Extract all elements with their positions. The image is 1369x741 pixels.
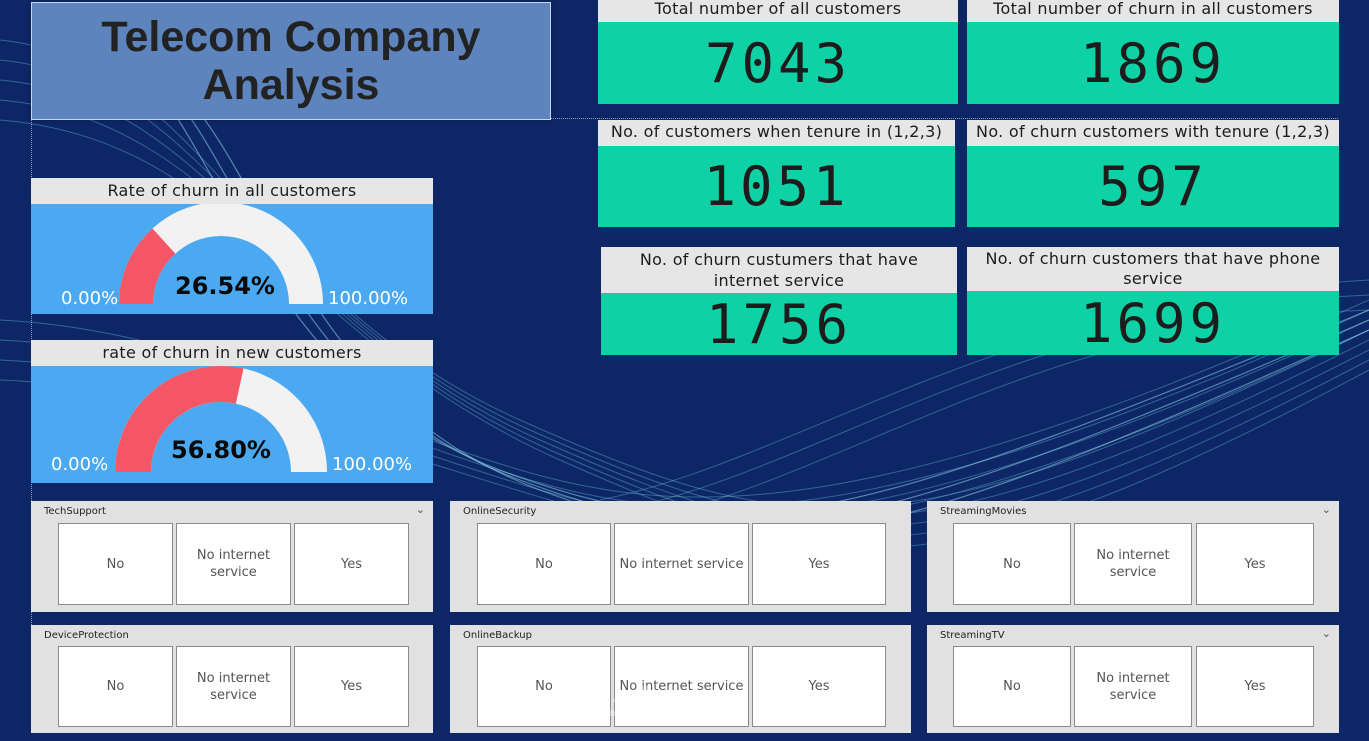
kpi-label: Total number of churn in all customers (967, 0, 1339, 22)
kpi-total-customers[interactable]: Total number of all customers 7043 (598, 0, 958, 104)
slicer-onlinesecurity[interactable]: OnlineSecurity No No internet service Ye… (450, 501, 911, 612)
slicer-title: OnlineSecurity (463, 506, 537, 517)
kpi-churn-tenure[interactable]: No. of churn customers with tenure (1,2,… (967, 120, 1339, 227)
slicer-streamingmovies[interactable]: StreamingMovies ⌄ No No internet service… (927, 501, 1339, 612)
kpi-label: No. of churn custumers that have interne… (601, 247, 957, 293)
kpi-value: 1869 (967, 22, 1339, 104)
slicer-option-yes[interactable]: Yes (752, 523, 886, 605)
slicer-option-no-internet[interactable]: No internet service (176, 523, 291, 605)
report-title-box: Telecom Company Analysis (31, 2, 551, 120)
gauge-value: 26.54% (175, 272, 275, 300)
kpi-label: No. of churn customers that have phone s… (967, 247, 1339, 291)
slicer-title: StreamingMovies (940, 506, 1027, 517)
gauge-churn-new[interactable]: rate of churn in new customers 0.00% 100… (31, 340, 433, 483)
slicer-option-no-internet[interactable]: No internet service (614, 646, 749, 727)
gauge-min-label: 0.00% (61, 288, 119, 309)
gauge-min-label: 0.00% (51, 454, 109, 475)
kpi-value: 597 (967, 146, 1339, 227)
gauge-max-label: 100.00% (328, 288, 409, 309)
kpi-value: 1756 (601, 293, 957, 356)
gauge-title: rate of churn in new customers (31, 340, 433, 366)
slicer-option-no-internet[interactable]: No internet service (1074, 646, 1192, 727)
slicer-title: OnlineBackup (463, 630, 532, 641)
chevron-down-icon[interactable]: ⌄ (415, 503, 425, 516)
chevron-down-icon[interactable]: ⌄ (1321, 627, 1331, 640)
chevron-down-icon[interactable]: ⌄ (1321, 503, 1331, 516)
slicer-option-yes[interactable]: Yes (294, 646, 409, 727)
gauge-title: Rate of churn in all customers (31, 178, 433, 204)
slicer-option-yes[interactable]: Yes (1196, 646, 1314, 727)
slicer-option-yes[interactable]: Yes (752, 646, 886, 727)
slicer-title: TechSupport (44, 506, 106, 517)
gauge-max-label: 100.00% (332, 454, 413, 475)
slicer-deviceprotection[interactable]: DeviceProtection No No internet service … (31, 625, 433, 733)
kpi-value: 7043 (598, 22, 958, 104)
slicer-option-no[interactable]: No (953, 646, 1071, 727)
slicer-option-no[interactable]: No (58, 523, 173, 605)
gauge-panel: 0.00% 100.00% 56.80% (31, 366, 433, 483)
gauge-arc (115, 366, 327, 472)
kpi-total-churn[interactable]: Total number of churn in all customers 1… (967, 0, 1339, 104)
slicer-option-no[interactable]: No (477, 646, 611, 727)
slicer-option-no[interactable]: No (477, 523, 611, 605)
slicer-option-yes[interactable]: Yes (1196, 523, 1314, 605)
kpi-label: No. of customers when tenure in (1,2,3) (598, 120, 955, 146)
kpi-customers-tenure[interactable]: No. of customers when tenure in (1,2,3) … (598, 120, 955, 227)
slicer-streamingtv[interactable]: StreamingTV ⌄ No No internet service Yes (927, 625, 1339, 733)
slicer-option-no[interactable]: No (58, 646, 173, 727)
kpi-value: 1699 (967, 291, 1339, 355)
slicer-onlinebackup[interactable]: OnlineBackup No No internet service Yes (450, 625, 911, 733)
report-title-line1: Telecom Company (101, 13, 481, 61)
gauge-value: 56.80% (171, 436, 271, 464)
slicer-option-no-internet[interactable]: No internet service (614, 523, 749, 605)
slicer-techsupport[interactable]: TechSupport ⌄ No No internet service Yes (31, 501, 433, 612)
kpi-label: No. of churn customers with tenure (1,2,… (967, 120, 1339, 146)
slicer-option-yes[interactable]: Yes (294, 523, 409, 605)
kpi-label: Total number of all customers (598, 0, 958, 22)
gauge-panel: 0.00% 100.00% 26.54% (31, 204, 433, 314)
slicer-title: DeviceProtection (44, 630, 129, 641)
gauge-arc (119, 204, 323, 304)
kpi-churn-internet[interactable]: No. of churn custumers that have interne… (601, 247, 957, 356)
report-title-line2: Analysis (202, 61, 380, 109)
gauge-fill (119, 228, 176, 304)
gauge-churn-all[interactable]: Rate of churn in all customers 0.00% 100… (31, 178, 433, 314)
kpi-churn-phone[interactable]: No. of churn customers that have phone s… (967, 247, 1339, 355)
slicer-option-no-internet[interactable]: No internet service (176, 646, 291, 727)
slicer-option-no-internet[interactable]: No internet service (1074, 523, 1192, 605)
kpi-value: 1051 (598, 146, 955, 227)
slicer-title: StreamingTV (940, 630, 1005, 641)
watermark-logo: خمسات (598, 680, 750, 726)
slicer-option-no[interactable]: No (953, 523, 1071, 605)
gauge-track (119, 204, 323, 304)
gauge-fill (115, 366, 244, 472)
